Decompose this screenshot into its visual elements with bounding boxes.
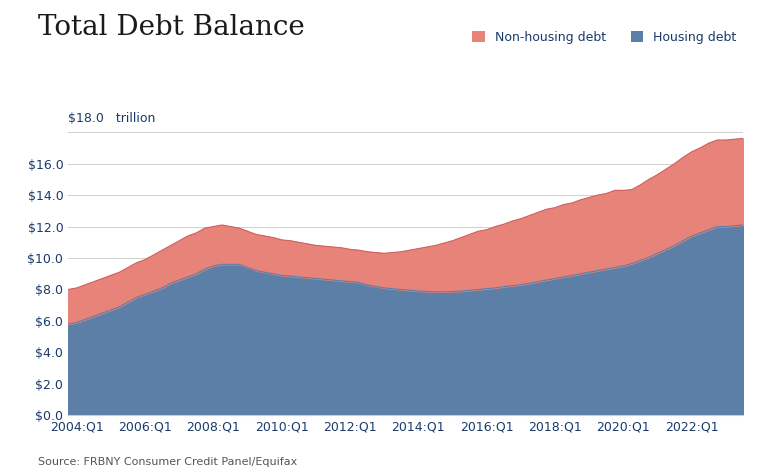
Text: Total Debt Balance: Total Debt Balance (38, 14, 305, 41)
Legend: Non-housing debt, Housing debt: Non-housing debt, Housing debt (472, 31, 737, 44)
Text: Source: FRBNY Consumer Credit Panel/Equifax: Source: FRBNY Consumer Credit Panel/Equi… (38, 457, 297, 467)
Text: $18.0   trillion: $18.0 trillion (68, 112, 155, 125)
